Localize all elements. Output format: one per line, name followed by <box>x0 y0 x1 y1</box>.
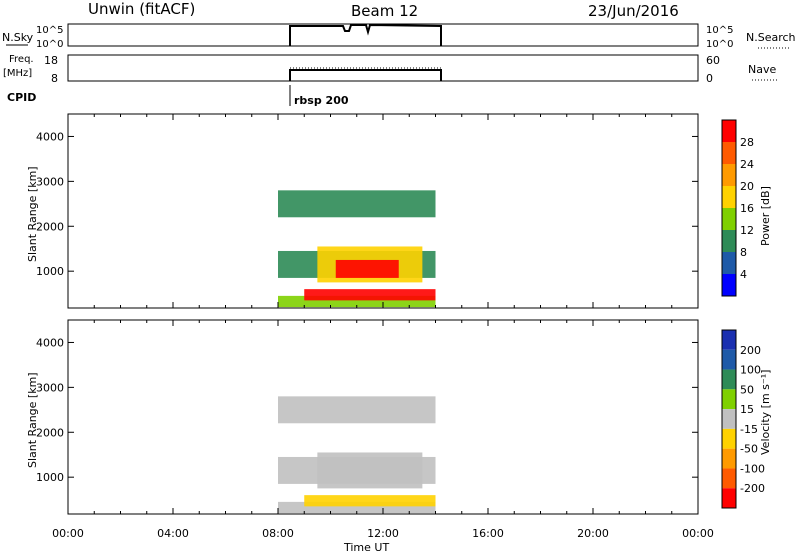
nsky-tick-bottom: 10^0 <box>36 39 63 50</box>
velocity-ytick-label: 1000 <box>36 471 64 484</box>
velocity-colorbar-segment <box>722 389 736 410</box>
freq-tick-bottom: 8 <box>51 72 58 85</box>
nsearch-label: N.Search <box>746 31 796 44</box>
velocity-colorbar-segment <box>722 349 736 370</box>
velocity-panel: 1000 2000 3000 4000 Slant Range [km] <box>26 319 699 515</box>
nsearch-tick-bottom: 10^0 <box>706 39 733 50</box>
velocity-colorbar-segment <box>722 369 736 390</box>
power-region-0 <box>278 295 436 308</box>
power-colorbar-segment <box>722 164 736 186</box>
power-colorbar-tick: 8 <box>740 246 747 259</box>
velocity-colorbar-tick: -200 <box>740 482 765 495</box>
velocity-colorbar-segment <box>722 330 736 350</box>
velocity-colorbar-frame <box>721 329 737 509</box>
freq-label-2: [MHz] <box>3 68 32 79</box>
velocity-colorbar-tick: 200 <box>740 344 761 357</box>
power-region-1 <box>304 289 436 301</box>
power-colorbar: 28 24 20 16 12 8 4 <box>721 119 754 297</box>
velocity-colorbar-tick: 15 <box>740 403 754 416</box>
power-colorbar-tick: 24 <box>740 158 754 171</box>
beam-title: Beam 12 <box>351 2 419 20</box>
power-colorbar-frame <box>721 119 737 297</box>
x-tick-label: 20:00 <box>577 527 609 540</box>
freq-panel: Freq. [MHz] 18 8 60 0 Nave CPID rbsp 200 <box>3 54 778 107</box>
x-tick-label: 00:00 <box>52 527 84 540</box>
power-colorbar-segment <box>722 142 736 164</box>
x-tick-label: 04:00 <box>157 527 189 540</box>
power-colorbar-tick: 12 <box>740 224 754 237</box>
power-colorbar-segment <box>722 208 736 230</box>
velocity-region-4 <box>278 396 436 424</box>
nave-label: Nave <box>748 63 776 76</box>
power-colorbar-segment <box>722 230 736 252</box>
freq-trace <box>289 69 442 81</box>
velocity-colorbar-segment <box>722 468 736 489</box>
power-colorbar-tick: 20 <box>740 180 754 193</box>
x-tick-label: 12:00 <box>367 527 399 540</box>
power-ytick-label: 3000 <box>36 175 64 188</box>
power-ytick-label: 1000 <box>36 265 64 278</box>
power-ytick-label: 4000 <box>36 130 64 143</box>
x-tick-label: 00:00 <box>682 527 714 540</box>
date-title: 23/Jun/2016 <box>588 2 679 20</box>
x-axis-label: Time UT <box>343 541 389 554</box>
power-region-5 <box>278 190 436 218</box>
x-axis: 00:00 04:00 08:00 12:00 16:00 20:00 00:00 <box>52 527 714 540</box>
power-colorbar-tick: 28 <box>740 136 754 149</box>
freq-label-1: Freq. <box>9 54 34 65</box>
power-colorbar-tick: 16 <box>740 202 754 215</box>
nsearch-tick-top: 10^5 <box>706 25 733 36</box>
nsky-panel: N.Sky 10^5 10^0 10^5 10^0 N.Search <box>2 23 796 50</box>
velocity-ytick-label: 2000 <box>36 426 64 439</box>
velocity-colorbar-segment <box>722 409 736 429</box>
power-ytick-label: 2000 <box>36 220 64 233</box>
power-colorbar-segment <box>722 120 736 142</box>
velocity-colorbar-tick: -15 <box>740 423 758 436</box>
nsky-trace <box>289 23 442 46</box>
velocity-colorbar-segment <box>722 448 736 469</box>
cpid-label: CPID <box>7 91 36 104</box>
power-colorbar-segment <box>722 186 736 208</box>
power-colorbar-label: Power [dB] <box>759 186 772 246</box>
power-ylabel: Slant Range [km] <box>26 166 39 262</box>
power-region-4 <box>335 259 399 278</box>
velocity-colorbar-segment <box>722 488 736 508</box>
cpid-value: rbsp 200 <box>294 94 349 107</box>
x-tick-label: 16:00 <box>472 527 504 540</box>
nave-tick-top: 60 <box>706 54 720 67</box>
velocity-colorbar-tick: 100 <box>740 364 761 377</box>
nsky-tick-top: 10^5 <box>36 25 63 36</box>
velocity-colorbar-tick: -50 <box>740 443 758 456</box>
velocity-ylabel: Slant Range [km] <box>26 372 39 468</box>
velocity-region-3 <box>317 452 423 489</box>
power-colorbar-tick: 4 <box>740 268 747 281</box>
velocity-colorbar-tick: -100 <box>740 462 765 475</box>
velocity-colorbar-tick: 50 <box>740 383 754 396</box>
velocity-colorbar-segment <box>722 428 736 449</box>
station-title: Unwin (fitACF) <box>88 0 196 18</box>
x-tick-label: 08:00 <box>262 527 294 540</box>
velocity-colorbar: 200 100 50 15 -15 -50 -100 -200 <box>721 329 765 509</box>
nave-tick-bottom: 0 <box>706 72 713 85</box>
velocity-ytick-label: 4000 <box>36 336 64 349</box>
freq-tick-top: 18 <box>44 54 58 67</box>
power-colorbar-segment <box>722 274 736 296</box>
velocity-region-1 <box>304 495 436 507</box>
velocity-region-0 <box>278 501 436 514</box>
velocity-ytick-label: 3000 <box>36 381 64 394</box>
velocity-colorbar-label: Velocity [m s⁻¹] <box>759 370 772 455</box>
power-panel: 1000 2000 3000 4000 Slant Range [km] <box>26 113 699 309</box>
nsky-label: N.Sky <box>2 31 34 44</box>
power-colorbar-segment <box>722 252 736 274</box>
